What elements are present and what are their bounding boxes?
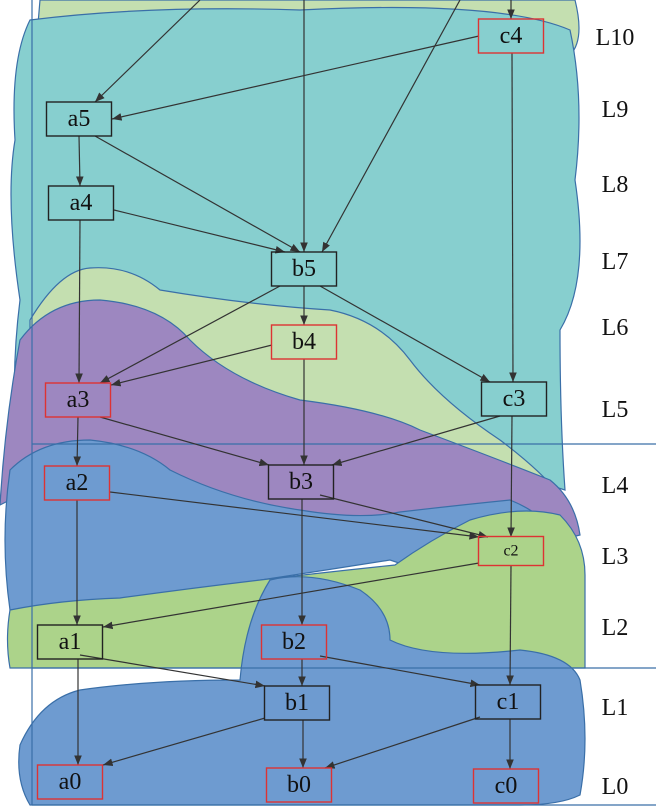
edge [111, 35, 480, 121]
node-label: b5 [292, 256, 316, 282]
node-label: c4 [500, 23, 523, 49]
level-label: L9 [602, 97, 629, 123]
node-box [270, 251, 338, 287]
levels: L10 L9 L8 L7 L6 L5 L4 L3 L2 L1 L0 [596, 25, 635, 800]
edge [507, 415, 515, 538]
node-label: c1 [497, 689, 520, 715]
node-box [47, 185, 115, 221]
node-box [45, 101, 113, 137]
edge [109, 491, 480, 540]
node-label: b1 [285, 690, 309, 716]
nodes: c4 a5 a4 b5 b4 a3 c3 a2 b3 c2 a1 b2 b1 c1 a0 b0 c0 [36, 18, 548, 804]
edge [324, 716, 481, 769]
edge [99, 416, 270, 467]
edge [319, 655, 481, 688]
node-box [36, 624, 104, 660]
node-label: a4 [70, 190, 93, 216]
node-box [263, 685, 331, 721]
edge [102, 562, 480, 630]
edge [75, 219, 83, 384]
node-box [474, 684, 542, 720]
node-box [270, 324, 338, 360]
node-label: b0 [287, 772, 311, 798]
node-label: a2 [66, 470, 89, 496]
level-label: L0 [602, 774, 629, 800]
edge [102, 717, 266, 767]
node-box [44, 382, 112, 418]
node-label: a3 [67, 387, 90, 413]
edge [319, 494, 489, 539]
level-label: L5 [602, 397, 629, 423]
node-box [477, 18, 545, 54]
level-label: L3 [602, 544, 629, 570]
node-box [36, 764, 104, 800]
node-box [265, 767, 333, 803]
edge [94, 135, 301, 253]
edge [73, 416, 82, 467]
edge [94, 0, 201, 103]
edge [319, 285, 491, 383]
node-label: a5 [68, 106, 91, 132]
edge [506, 565, 514, 686]
edge [110, 344, 273, 387]
edge [321, 0, 461, 253]
node-label: c3 [503, 386, 526, 412]
edge [79, 654, 266, 689]
edge [509, 52, 517, 383]
edge [113, 209, 286, 254]
node-box [43, 465, 111, 501]
level-label: L8 [602, 172, 629, 198]
node-label: a0 [59, 769, 82, 795]
node-label: c2 [503, 543, 518, 560]
level-label: L4 [602, 473, 629, 499]
edges [73, 0, 517, 769]
node-label: b3 [289, 469, 313, 495]
edge [75, 135, 84, 187]
node-label: b4 [292, 329, 316, 355]
node-label: a1 [59, 629, 82, 655]
frame [31, 0, 656, 806]
node-label: c0 [495, 773, 518, 799]
level-label: L10 [596, 25, 635, 51]
level-label: L2 [602, 615, 629, 641]
node-box [477, 535, 545, 567]
node-box [472, 768, 540, 804]
edge [331, 415, 501, 466]
edge [99, 285, 281, 384]
level-label: L7 [602, 249, 629, 275]
level-label: L6 [602, 315, 629, 341]
node-box [260, 624, 328, 660]
node-box [480, 381, 548, 417]
node-label: b2 [282, 629, 306, 655]
node-box [267, 464, 335, 500]
level-label: L1 [602, 695, 629, 721]
